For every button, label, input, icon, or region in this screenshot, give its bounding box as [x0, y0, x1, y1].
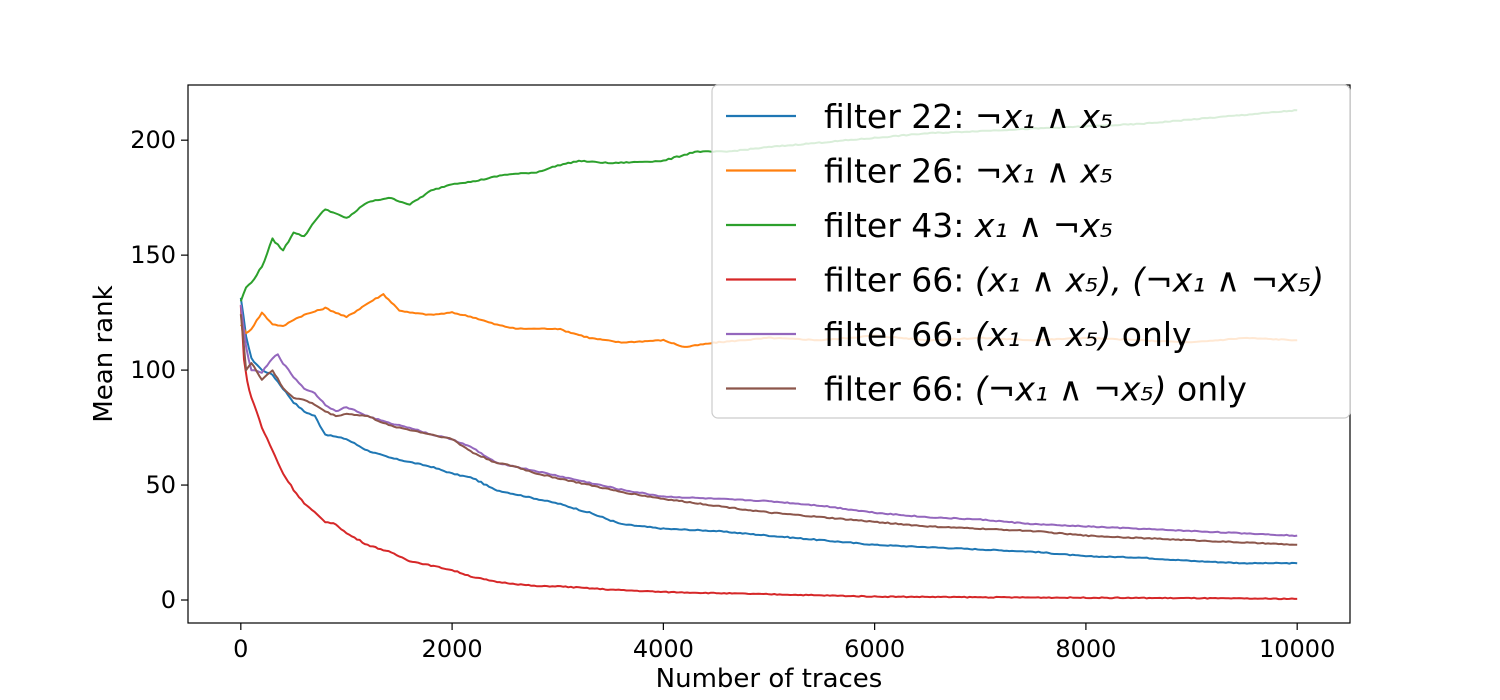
legend-label: filter 66: (x₁ ∧ x₅), (¬x₁ ∧ ¬x₅): [824, 261, 1324, 300]
x-tick-label: 8000: [1055, 635, 1116, 663]
legend-label: filter 66: (¬x₁ ∧ ¬x₅) only: [824, 370, 1247, 409]
legend-label: filter 43: x₁ ∧ ¬x₅: [824, 206, 1113, 245]
y-tick-label: 200: [130, 126, 176, 154]
y-axis: 0 50 100 150 200: [130, 126, 188, 614]
series-line-5: [239, 304, 1298, 537]
x-tick-label: 10000: [1259, 635, 1335, 663]
y-tick-label: 50: [145, 471, 176, 499]
legend-label: filter 66: (x₁ ∧ x₅) only: [824, 315, 1192, 354]
y-tick-label: 0: [161, 586, 176, 614]
series-line-4: [239, 305, 1298, 601]
x-axis-label: Number of traces: [656, 664, 883, 694]
y-axis-label: Mean rank: [89, 285, 119, 422]
legend-label: filter 26: ¬x₁ ∧ x₅: [824, 152, 1113, 191]
x-tick-label: 0: [233, 635, 248, 663]
series-line-1: [239, 297, 1298, 565]
legend: filter 22: ¬x₁ ∧ x₅ filter 26: ¬x₁ ∧ x₅ fi…: [711, 84, 1351, 419]
x-tick-label: 6000: [844, 635, 905, 663]
legend-box: [711, 84, 1351, 419]
series-line-6: [239, 314, 1298, 546]
x-tick-label: 2000: [422, 635, 483, 663]
y-tick-label: 100: [130, 356, 176, 384]
x-axis: 0 2000 4000 6000 8000 10000: [233, 623, 1335, 663]
y-tick-label: 150: [130, 241, 176, 269]
legend-label: filter 22: ¬x₁ ∧ x₅: [824, 97, 1113, 136]
x-tick-label: 4000: [633, 635, 694, 663]
